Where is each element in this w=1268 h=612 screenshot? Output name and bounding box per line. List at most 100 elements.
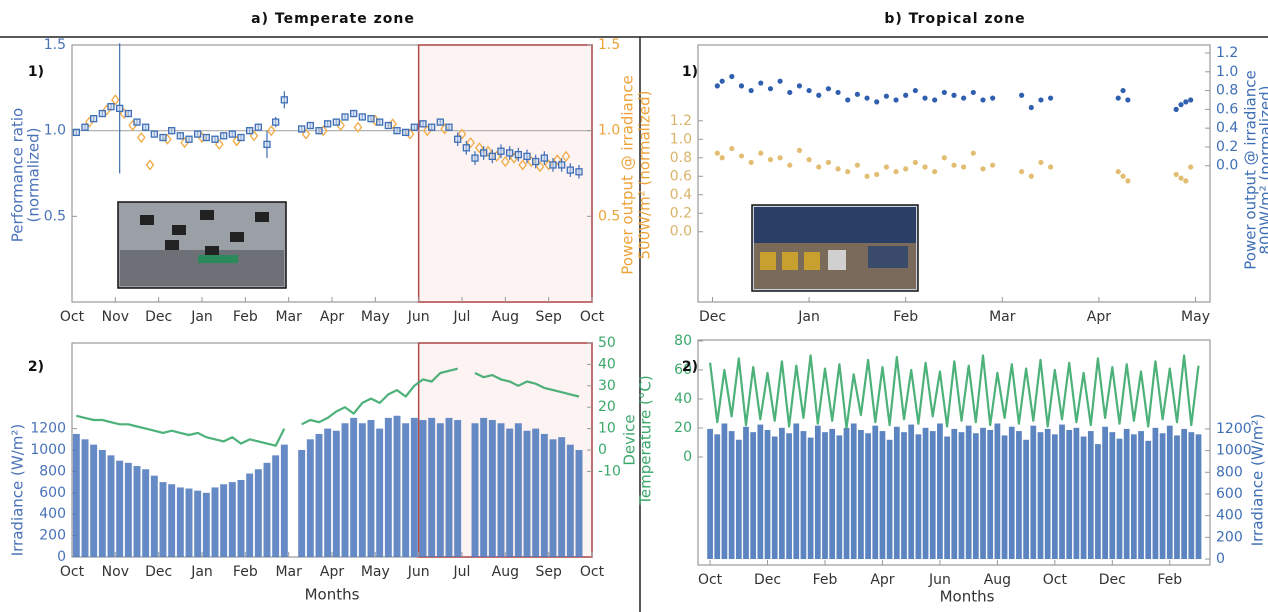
point — [845, 169, 851, 175]
bar — [922, 427, 929, 560]
inset-photo — [117, 201, 287, 289]
point — [893, 169, 899, 175]
bar — [972, 433, 979, 560]
x-tick-label: Jan — [190, 309, 213, 325]
bar — [1030, 425, 1037, 560]
bar — [133, 466, 141, 557]
point — [402, 128, 410, 137]
point — [540, 154, 548, 162]
bar — [341, 423, 349, 557]
point — [714, 83, 720, 89]
y-tick-label: 1200 — [30, 421, 66, 437]
x-tick-label: Mar — [275, 564, 302, 580]
bar — [185, 488, 193, 557]
point — [903, 166, 909, 172]
point — [1048, 164, 1054, 170]
bar — [1037, 432, 1044, 560]
point — [315, 127, 323, 135]
x-tick-label: Feb — [813, 572, 838, 588]
point — [124, 109, 132, 118]
point — [825, 86, 832, 92]
point — [72, 128, 80, 137]
bar — [743, 426, 749, 560]
x-tick-label: Feb — [233, 564, 258, 580]
point — [228, 130, 236, 138]
bar — [419, 420, 427, 557]
point — [1188, 164, 1194, 170]
point — [501, 155, 510, 168]
point — [787, 162, 793, 168]
bar — [202, 492, 210, 557]
x-axis-label: Months — [940, 588, 995, 606]
y-tick-label: 0.8 — [1216, 83, 1238, 99]
point — [990, 162, 996, 168]
point — [874, 99, 880, 105]
bar — [958, 432, 965, 560]
bar — [865, 433, 871, 560]
point — [758, 150, 764, 156]
point — [970, 150, 976, 156]
point — [864, 95, 870, 101]
point — [1173, 171, 1179, 178]
bar — [714, 434, 721, 560]
bar — [836, 435, 843, 560]
y-tick-label: 0.5 — [598, 208, 620, 224]
y-tick-label: 0.4 — [670, 187, 692, 203]
bar — [384, 417, 392, 557]
point — [267, 125, 276, 137]
x-tick-label: Oct — [60, 309, 85, 325]
bar — [721, 423, 728, 560]
bar — [771, 436, 778, 560]
y-tick-label: 0 — [1216, 551, 1225, 567]
point — [341, 113, 349, 121]
plots: Oct Nov Dec Jan Feb Mar Apr May Jun Jul Aug Sep Oct0… — [9, 37, 1268, 606]
bar — [480, 417, 488, 557]
x-tick-label: Dec — [145, 309, 172, 325]
point — [1028, 173, 1034, 179]
point — [185, 135, 193, 143]
bar — [1102, 426, 1109, 560]
bar — [298, 450, 306, 557]
bar — [168, 484, 176, 557]
point — [1038, 97, 1044, 103]
bar — [735, 439, 742, 560]
bar — [1087, 431, 1094, 560]
point — [111, 94, 120, 106]
y-tick-label: -10 — [598, 463, 621, 479]
x-tick-label: Dec — [754, 572, 781, 588]
y-tick-label: 400 — [1216, 508, 1243, 524]
point — [816, 164, 822, 170]
point — [990, 95, 996, 101]
y-tick-label: 10 — [598, 421, 616, 437]
x-tick-label: Nov — [102, 309, 129, 325]
bar — [757, 424, 764, 560]
point — [912, 159, 918, 166]
bar — [540, 433, 548, 557]
point — [961, 164, 967, 170]
bar — [306, 439, 314, 557]
bar — [558, 437, 566, 557]
bar — [72, 433, 80, 557]
bar — [1095, 444, 1101, 560]
point — [767, 86, 774, 92]
bar — [937, 423, 943, 560]
axis-label: Power output @ irradiance — [619, 75, 637, 274]
bar — [90, 444, 98, 557]
point — [532, 157, 540, 166]
point — [854, 91, 860, 97]
bar — [951, 428, 958, 560]
x-tick-label: Apr — [1087, 309, 1111, 325]
bar — [944, 436, 950, 560]
bar — [965, 425, 972, 560]
bar — [1080, 436, 1087, 560]
point — [932, 97, 938, 103]
point — [211, 135, 219, 143]
point — [488, 152, 496, 161]
x-tick-label: Dec — [145, 564, 172, 580]
point — [549, 161, 557, 169]
point — [825, 159, 832, 166]
point — [1188, 97, 1194, 103]
plot-frame — [697, 339, 1211, 566]
point — [428, 123, 436, 131]
point — [1019, 92, 1025, 98]
